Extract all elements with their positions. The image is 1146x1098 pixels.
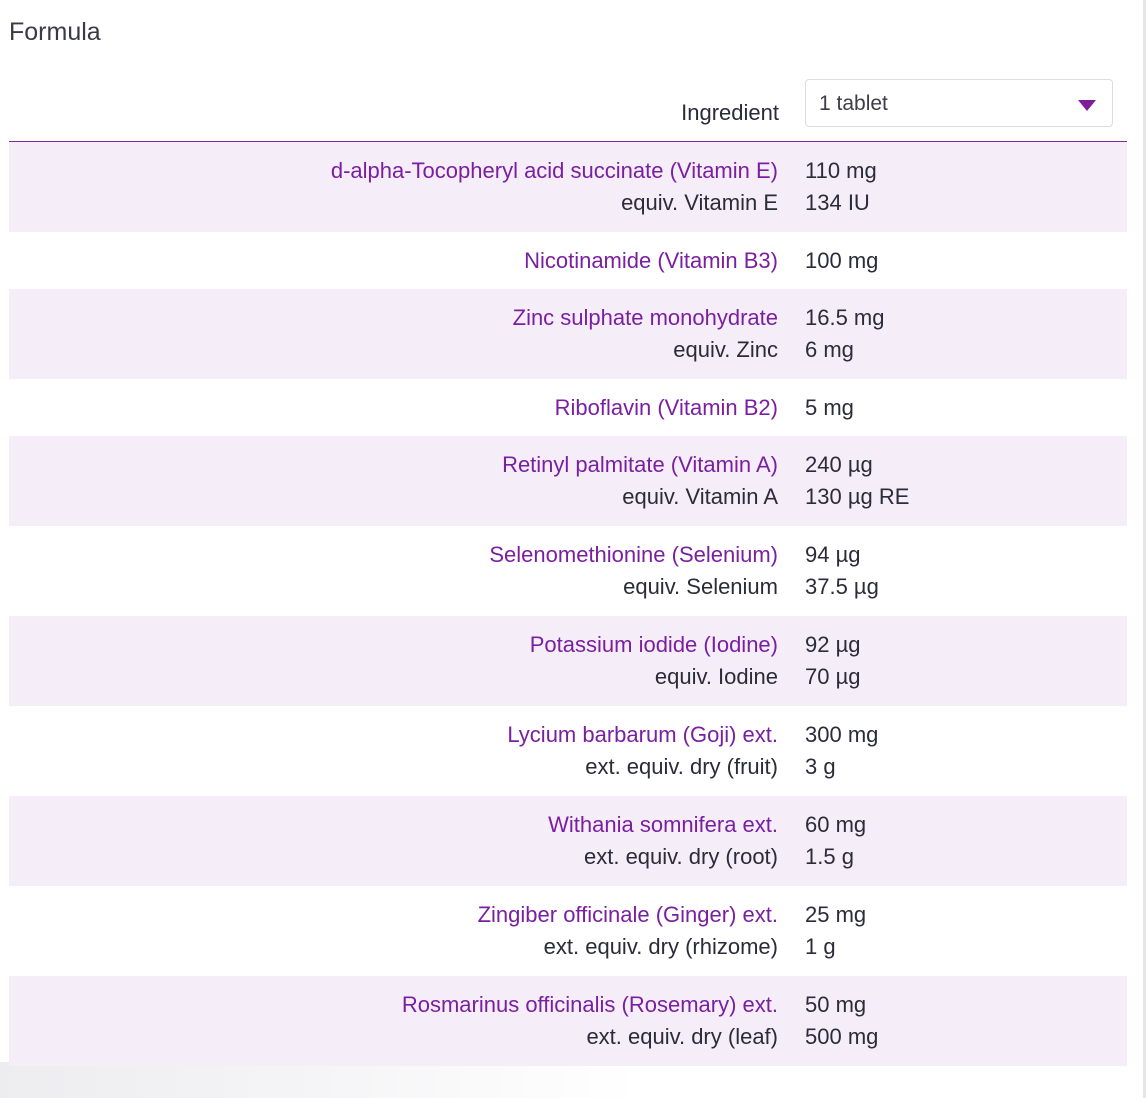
equivalent-amount: 130 µg RE xyxy=(805,484,910,509)
ingredient-name-link[interactable]: Zinc sulphate monohydrate xyxy=(512,305,778,330)
equivalent-label: equiv. Iodine xyxy=(654,664,778,689)
equivalent-amount: 3 g xyxy=(805,754,836,779)
equivalent-amount: 1.5 g xyxy=(805,844,854,869)
ingredient-amount: 50 mg xyxy=(805,992,867,1017)
panel-right-border xyxy=(1143,0,1146,1098)
equivalent-amount: 1 g xyxy=(805,934,836,959)
ingredient-amount: 92 µg xyxy=(805,632,861,657)
dropdown-arrow-icon[interactable] xyxy=(1078,100,1096,111)
ingredient-amount: 110 mg xyxy=(805,158,877,183)
equivalent-amount: 500 mg xyxy=(805,1024,879,1049)
table-header: Ingredient 1 tablet xyxy=(9,78,1127,142)
ingredient-name-link[interactable]: Nicotinamide (Vitamin B3) xyxy=(524,248,778,273)
equivalent-amount: 134 IU xyxy=(805,190,870,215)
equivalent-amount: 70 µg xyxy=(805,664,861,689)
ingredient-column-header: Ingredient xyxy=(681,100,779,125)
dose-select[interactable]: 1 tablet xyxy=(805,79,1113,127)
dose-select-value: 1 tablet xyxy=(819,92,888,115)
ingredient-amount: 240 µg xyxy=(805,452,873,477)
ingredient-row: Lycium barbarum (Goji) ext. 300 mg ext. … xyxy=(9,706,1127,796)
ingredient-name-link[interactable]: Retinyl palmitate (Vitamin A) xyxy=(502,452,778,477)
ingredient-row: Selenomethionine (Selenium) 94 µg equiv.… xyxy=(9,526,1127,616)
ingredient-row: Zinc sulphate monohydrate 16.5 mg equiv.… xyxy=(9,289,1127,379)
ingredient-amount: 16.5 mg xyxy=(805,305,885,330)
equivalent-amount: 37.5 µg xyxy=(805,574,879,599)
ingredient-name-link[interactable]: Rosmarinus officinalis (Rosemary) ext. xyxy=(401,992,778,1017)
ingredient-list: d-alpha-Tocopheryl acid succinate (Vitam… xyxy=(9,142,1127,1066)
ingredient-row: Withania somnifera ext. 60 mg ext. equiv… xyxy=(9,796,1127,886)
equivalent-amount: 6 mg xyxy=(805,337,854,362)
equivalent-label: equiv. Zinc xyxy=(673,337,778,362)
equivalent-label: ext. equiv. dry (leaf) xyxy=(586,1024,778,1049)
section-title: Formula xyxy=(9,18,101,46)
equivalent-label: ext. equiv. dry (fruit) xyxy=(585,754,778,779)
ingredient-name-link[interactable]: d-alpha-Tocopheryl acid succinate (Vitam… xyxy=(330,158,778,183)
ingredient-name-link[interactable]: Withania somnifera ext. xyxy=(548,812,778,837)
ingredient-row: Zingiber officinale (Ginger) ext. 25 mg … xyxy=(9,886,1127,976)
equivalent-label: equiv. Vitamin E xyxy=(621,190,778,215)
ingredient-row: d-alpha-Tocopheryl acid succinate (Vitam… xyxy=(9,142,1127,232)
ingredient-row: Potassium iodide (Iodine) 92 µg equiv. I… xyxy=(9,616,1127,706)
ingredient-amount: 60 mg xyxy=(805,812,867,837)
ingredient-amount: 300 mg xyxy=(805,722,879,747)
ingredient-name-link[interactable]: Potassium iodide (Iodine) xyxy=(529,632,778,657)
ingredient-row: Riboflavin (Vitamin B2) 5 mg xyxy=(9,379,1127,436)
bottom-shadow xyxy=(0,1062,640,1098)
ingredient-name-link[interactable]: Zingiber officinale (Ginger) ext. xyxy=(477,902,778,927)
ingredient-name-link[interactable]: Selenomethionine (Selenium) xyxy=(489,542,778,567)
ingredient-amount: 25 mg xyxy=(805,902,867,927)
equivalent-label: equiv. Selenium xyxy=(623,574,778,599)
equivalent-label: ext. equiv. dry (root) xyxy=(584,844,778,869)
ingredient-name-link[interactable]: Riboflavin (Vitamin B2) xyxy=(554,395,778,420)
ingredient-row: Retinyl palmitate (Vitamin A) 240 µg equ… xyxy=(9,436,1127,526)
equivalent-label: equiv. Vitamin A xyxy=(622,484,778,509)
ingredient-amount: 100 mg xyxy=(805,248,879,273)
ingredient-amount: 5 mg xyxy=(805,395,854,420)
ingredient-row: Nicotinamide (Vitamin B3) 100 mg xyxy=(9,232,1127,289)
equivalent-label: ext. equiv. dry (rhizome) xyxy=(543,934,778,959)
ingredient-row: Rosmarinus officinalis (Rosemary) ext. 5… xyxy=(9,976,1127,1066)
ingredient-name-link[interactable]: Lycium barbarum (Goji) ext. xyxy=(507,722,778,747)
ingredient-amount: 94 µg xyxy=(805,542,861,567)
